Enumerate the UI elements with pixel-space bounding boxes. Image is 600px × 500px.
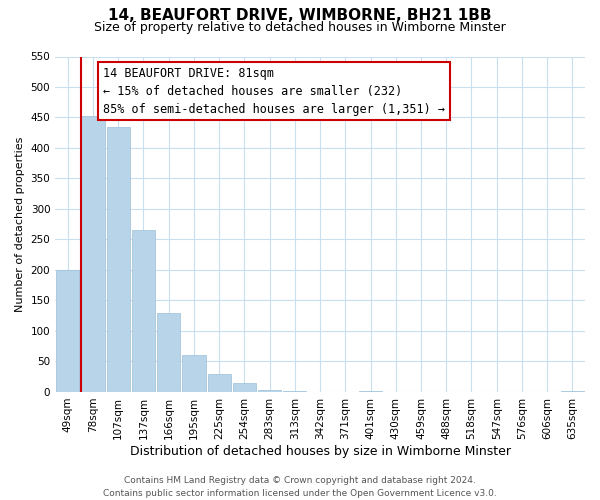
Text: Size of property relative to detached houses in Wimborne Minster: Size of property relative to detached ho… — [94, 22, 506, 35]
Bar — [359, 390, 382, 392]
Text: Contains HM Land Registry data © Crown copyright and database right 2024.
Contai: Contains HM Land Registry data © Crown c… — [103, 476, 497, 498]
Bar — [107, 126, 130, 392]
X-axis label: Distribution of detached houses by size in Wimborne Minster: Distribution of detached houses by size … — [130, 444, 511, 458]
Bar — [132, 230, 155, 392]
Bar — [56, 270, 79, 392]
Bar — [233, 383, 256, 392]
Bar — [82, 116, 104, 392]
Bar — [157, 312, 181, 392]
Y-axis label: Number of detached properties: Number of detached properties — [15, 136, 25, 312]
Bar — [182, 356, 206, 392]
Bar — [208, 374, 231, 392]
Bar — [561, 390, 584, 392]
Text: 14, BEAUFORT DRIVE, WIMBORNE, BH21 1BB: 14, BEAUFORT DRIVE, WIMBORNE, BH21 1BB — [108, 8, 492, 22]
Bar — [258, 390, 281, 392]
Text: 14 BEAUFORT DRIVE: 81sqm
← 15% of detached houses are smaller (232)
85% of semi-: 14 BEAUFORT DRIVE: 81sqm ← 15% of detach… — [103, 66, 445, 116]
